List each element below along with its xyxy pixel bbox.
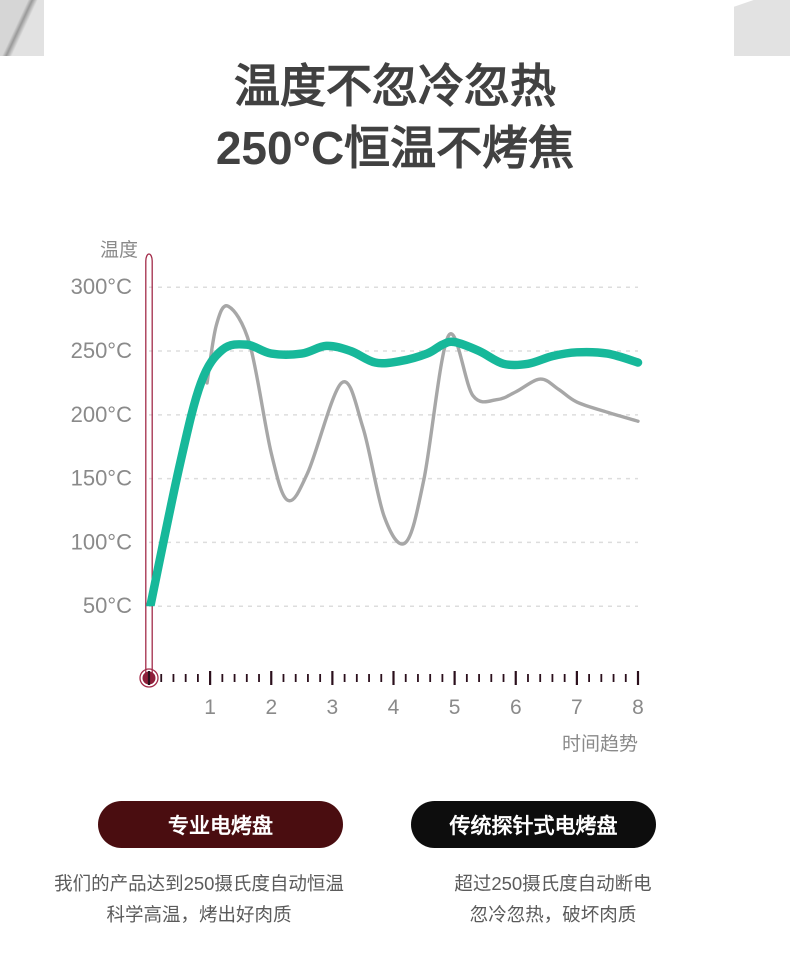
svg-text:200°C: 200°C [71,402,133,427]
svg-text:4: 4 [388,696,400,719]
svg-text:7: 7 [571,696,583,719]
svg-text:3: 3 [327,696,339,719]
svg-text:8: 8 [632,696,644,719]
svg-text:2: 2 [265,696,277,719]
svg-text:250°C: 250°C [71,338,133,363]
svg-text:6: 6 [510,696,522,719]
svg-text:时间趋势: 时间趋势 [562,733,638,755]
svg-text:5: 5 [449,696,461,719]
svg-text:300°C: 300°C [71,274,133,299]
svg-text:150°C: 150°C [71,466,133,491]
svg-text:温度: 温度 [100,239,138,261]
svg-text:1: 1 [204,696,216,719]
svg-text:50°C: 50°C [83,593,132,618]
svg-text:100°C: 100°C [71,529,133,554]
